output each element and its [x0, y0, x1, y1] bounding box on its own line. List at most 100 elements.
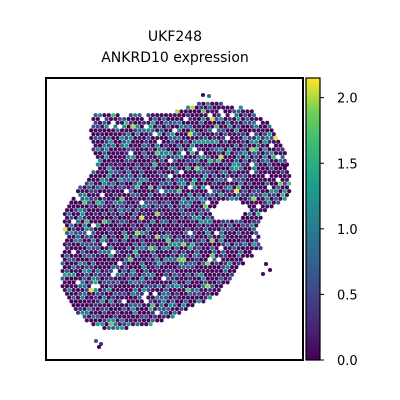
spot	[247, 181, 252, 186]
spot	[174, 284, 180, 289]
spot	[192, 116, 197, 122]
spot	[203, 249, 208, 255]
spot	[166, 124, 171, 129]
colorbar-tick-label: 1.0	[337, 223, 358, 238]
spot	[141, 310, 147, 315]
spot	[62, 249, 67, 255]
spot	[267, 124, 272, 129]
spot	[251, 158, 257, 163]
spot	[238, 227, 243, 232]
spot	[243, 211, 248, 217]
spot	[95, 299, 100, 304]
spot	[238, 166, 243, 171]
spot	[137, 113, 142, 118]
spot	[106, 219, 111, 224]
spot	[115, 211, 120, 217]
spot	[159, 135, 164, 141]
spot	[135, 162, 140, 167]
spot	[183, 208, 188, 213]
spot	[201, 284, 206, 289]
spot	[192, 154, 197, 160]
spot	[144, 314, 149, 319]
spot	[207, 105, 213, 110]
spot	[276, 185, 281, 190]
spot	[97, 143, 103, 148]
spot	[148, 322, 153, 327]
spot	[227, 276, 232, 281]
spot	[223, 261, 228, 266]
spot	[155, 280, 160, 285]
spot	[80, 196, 85, 201]
spot	[86, 192, 92, 198]
spot	[185, 204, 191, 209]
spot	[106, 135, 111, 141]
spot	[86, 200, 92, 205]
spot	[161, 261, 166, 266]
spot	[163, 219, 169, 224]
spot	[262, 192, 268, 198]
spot	[89, 189, 94, 194]
spot	[258, 170, 263, 175]
spot	[146, 280, 151, 285]
spot	[251, 219, 257, 224]
spot	[122, 162, 127, 167]
spot	[221, 189, 226, 194]
spot	[216, 173, 221, 179]
spot	[229, 227, 235, 232]
spot	[267, 177, 272, 182]
spot	[128, 227, 133, 232]
spot	[163, 227, 169, 232]
spot	[128, 189, 133, 194]
spot	[95, 116, 100, 122]
spot	[126, 223, 131, 228]
spot	[177, 135, 182, 141]
spot	[256, 135, 261, 141]
spot	[102, 265, 107, 270]
spot	[163, 113, 169, 118]
spot	[69, 215, 74, 220]
spot	[126, 261, 131, 266]
spot	[192, 261, 197, 266]
spot	[236, 177, 241, 182]
spot	[157, 268, 162, 274]
spot	[95, 276, 100, 281]
spot	[161, 223, 166, 228]
spot	[148, 299, 153, 304]
spot	[152, 261, 158, 266]
spot	[190, 189, 195, 194]
spot	[111, 189, 116, 194]
spot	[137, 151, 142, 156]
spot	[249, 200, 254, 205]
spot	[267, 192, 272, 198]
spot	[183, 299, 188, 304]
spot	[185, 257, 191, 262]
spot	[152, 162, 158, 167]
spot	[177, 143, 182, 148]
spot	[106, 211, 111, 217]
spot	[97, 219, 103, 224]
spot	[194, 211, 199, 217]
spot	[225, 143, 230, 148]
spot	[146, 113, 151, 118]
spot	[161, 238, 166, 243]
spot	[177, 151, 182, 156]
spot	[174, 291, 180, 296]
spot	[86, 314, 92, 319]
spot	[223, 230, 228, 236]
spot	[122, 177, 127, 182]
spot	[62, 287, 67, 293]
spot	[126, 147, 131, 152]
spot	[203, 166, 208, 171]
spot	[82, 230, 87, 236]
spot	[100, 185, 105, 190]
spot	[168, 219, 173, 224]
spot	[135, 261, 140, 266]
spot	[133, 173, 138, 179]
spot	[122, 322, 127, 327]
spot	[262, 124, 268, 129]
spot	[133, 234, 138, 239]
spot	[240, 185, 246, 190]
spot	[137, 242, 142, 247]
spot	[155, 120, 160, 125]
spot	[119, 181, 125, 186]
